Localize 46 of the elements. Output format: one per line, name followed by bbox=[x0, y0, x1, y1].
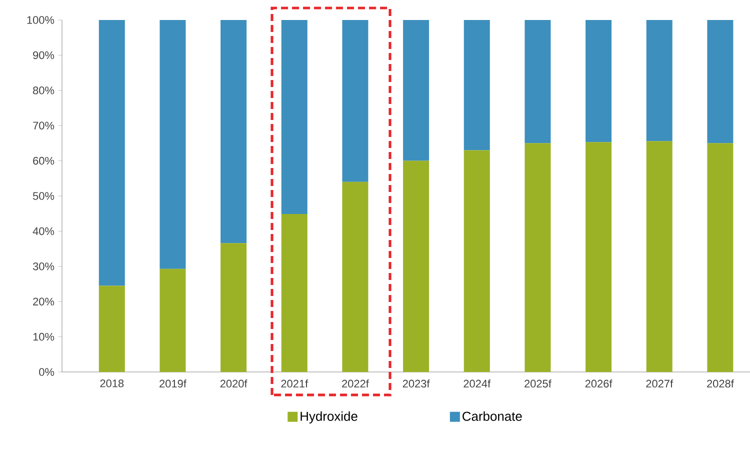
bar bbox=[403, 20, 430, 161]
legend-label: Hydroxide bbox=[300, 411, 358, 424]
x-tick-label: 2022f bbox=[342, 380, 369, 388]
x-tick-label: 2026f bbox=[585, 380, 612, 388]
bar bbox=[586, 142, 612, 372]
x-tick-label: 2028f bbox=[707, 380, 734, 388]
bar bbox=[98, 286, 125, 372]
bar bbox=[342, 20, 368, 182]
bar bbox=[646, 20, 672, 142]
bar bbox=[342, 182, 368, 372]
y-tick-label: 40% bbox=[32, 227, 54, 236]
bar bbox=[220, 20, 247, 244]
bar bbox=[160, 268, 186, 372]
y-tick-label: 50% bbox=[32, 192, 54, 200]
y-tick-label: 80% bbox=[33, 86, 54, 94]
legend-label: Carbonate bbox=[462, 411, 522, 421]
y-tick-label: 100% bbox=[27, 16, 54, 24]
bar bbox=[281, 20, 308, 214]
x-tick-label: 2024f bbox=[464, 380, 491, 388]
bar bbox=[160, 20, 186, 269]
bar bbox=[646, 141, 672, 372]
y-tick-label: 10% bbox=[33, 332, 54, 341]
y-tick-label: 20% bbox=[33, 298, 54, 306]
x-tick-label: 2027f bbox=[646, 380, 674, 388]
x-tick-label: 2021f bbox=[281, 380, 308, 388]
bar bbox=[98, 20, 125, 286]
x-tick-label: 2019f bbox=[160, 380, 186, 388]
x-tick-label: 2020f bbox=[220, 380, 248, 388]
bar bbox=[586, 20, 612, 142]
bar bbox=[281, 214, 308, 372]
y-tick-label: 0% bbox=[39, 368, 54, 376]
bar bbox=[220, 243, 247, 372]
bar bbox=[707, 143, 734, 372]
y-tick-label: 30% bbox=[32, 262, 54, 270]
bar bbox=[464, 20, 490, 150]
y-tick-label: 60% bbox=[33, 156, 54, 165]
bar bbox=[524, 20, 551, 144]
y-tick-label: 70% bbox=[33, 122, 54, 130]
y-tick-label: 90% bbox=[33, 51, 54, 60]
x-tick-label: 2018 bbox=[100, 380, 124, 388]
bar bbox=[707, 20, 734, 144]
bar bbox=[464, 150, 490, 372]
bar bbox=[524, 143, 551, 372]
bar bbox=[403, 160, 430, 372]
x-tick-label: 2023f bbox=[402, 380, 430, 388]
x-tick-label: 2025f bbox=[524, 380, 552, 388]
